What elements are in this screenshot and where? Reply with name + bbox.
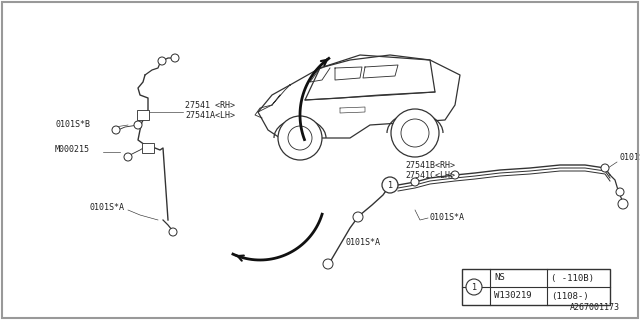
- Text: A267001173: A267001173: [570, 303, 620, 312]
- Text: 27541C<LH>: 27541C<LH>: [405, 171, 455, 180]
- Circle shape: [288, 126, 312, 150]
- Circle shape: [411, 178, 419, 186]
- Text: (1108-): (1108-): [551, 292, 589, 300]
- Bar: [137, 110, 149, 120]
- Circle shape: [158, 57, 166, 65]
- Text: W130219: W130219: [494, 292, 532, 300]
- Text: 0101S*A: 0101S*A: [345, 238, 380, 247]
- Circle shape: [466, 279, 482, 295]
- Text: 0101S*A: 0101S*A: [620, 153, 640, 162]
- Text: 27541A<LH>: 27541A<LH>: [185, 111, 235, 120]
- Circle shape: [391, 109, 439, 157]
- Text: NS: NS: [494, 274, 505, 283]
- Text: 0101S*B: 0101S*B: [55, 120, 90, 129]
- Text: 27541B<RH>: 27541B<RH>: [405, 161, 455, 170]
- Circle shape: [382, 177, 398, 193]
- Circle shape: [169, 228, 177, 236]
- Bar: [462, 269, 610, 305]
- Circle shape: [618, 199, 628, 209]
- Bar: [142, 143, 154, 153]
- Text: 0101S*A: 0101S*A: [430, 213, 465, 222]
- Circle shape: [323, 259, 333, 269]
- Text: 1: 1: [472, 283, 477, 292]
- Circle shape: [134, 121, 142, 129]
- Text: 27541 <RH>: 27541 <RH>: [185, 101, 235, 110]
- Circle shape: [278, 116, 322, 160]
- Circle shape: [124, 153, 132, 161]
- Circle shape: [171, 54, 179, 62]
- Circle shape: [601, 164, 609, 172]
- Text: 1: 1: [387, 180, 392, 189]
- Circle shape: [353, 212, 363, 222]
- Circle shape: [616, 188, 624, 196]
- Text: M000215: M000215: [55, 145, 90, 154]
- Circle shape: [112, 126, 120, 134]
- Text: 0101S*A: 0101S*A: [90, 203, 125, 212]
- Circle shape: [451, 171, 459, 179]
- Text: ( -110B): ( -110B): [551, 274, 594, 283]
- Circle shape: [401, 119, 429, 147]
